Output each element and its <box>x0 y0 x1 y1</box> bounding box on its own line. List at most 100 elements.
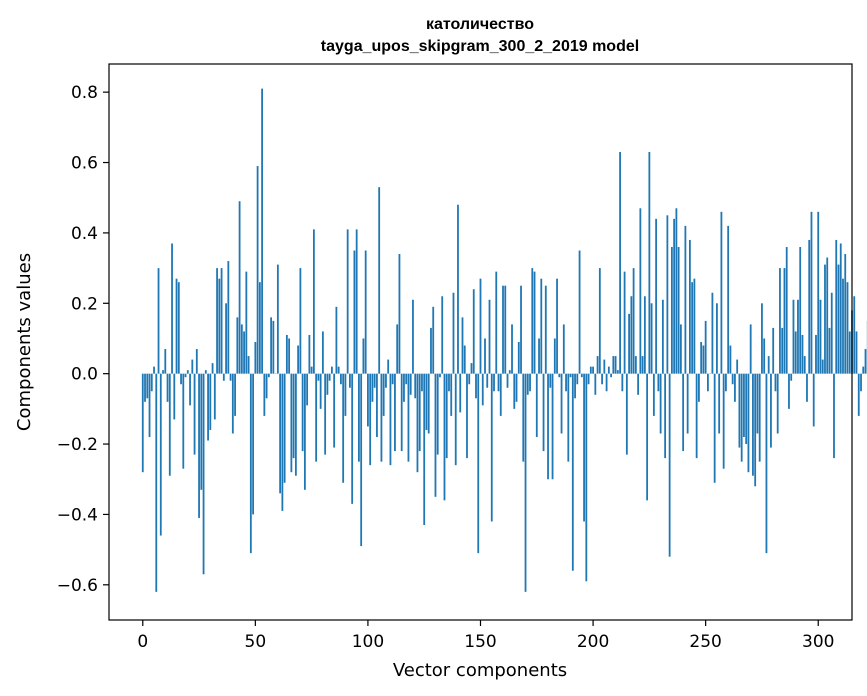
bar <box>220 268 223 374</box>
bar <box>716 303 718 374</box>
bar <box>727 225 730 374</box>
bar <box>461 317 464 374</box>
x-tick-label: 200 <box>577 632 609 652</box>
bar <box>533 271 536 374</box>
bar <box>450 373 453 416</box>
bar <box>686 373 689 434</box>
bar <box>682 373 685 452</box>
bar <box>425 373 428 430</box>
bar <box>794 331 797 374</box>
bar <box>776 373 779 434</box>
bar <box>254 342 257 374</box>
bar <box>821 359 824 374</box>
bar <box>385 373 387 388</box>
bar <box>439 373 441 378</box>
bar <box>817 211 820 374</box>
bar <box>558 373 561 378</box>
bar <box>493 373 495 392</box>
bar <box>362 338 365 374</box>
bar <box>763 338 766 374</box>
bar <box>150 373 153 392</box>
x-axis: 0 50 100 150 200 250 300 <box>137 620 834 652</box>
bar <box>141 373 144 473</box>
bar <box>666 215 669 374</box>
bar <box>785 246 788 374</box>
bar <box>806 373 808 402</box>
bar <box>448 373 450 392</box>
y-tick-label: −0.4 <box>57 505 98 525</box>
bar <box>369 373 372 466</box>
bar <box>720 211 723 374</box>
bar <box>310 366 313 374</box>
bar <box>396 324 399 374</box>
bar <box>540 278 543 374</box>
bar <box>353 250 356 374</box>
bar <box>504 285 507 374</box>
bar <box>770 373 772 448</box>
bar <box>481 373 484 406</box>
bar <box>184 373 187 378</box>
bar <box>853 296 856 374</box>
chart-subtitle: tayga_upos_skipgram_300_2_2019 model <box>321 38 639 55</box>
bar <box>700 342 703 374</box>
bar <box>328 373 331 381</box>
x-tick-label: 150 <box>464 632 496 652</box>
bar <box>416 373 419 473</box>
bar <box>738 373 741 448</box>
bar <box>391 373 394 385</box>
bar <box>484 338 486 374</box>
bar <box>781 327 784 374</box>
bar <box>824 264 826 374</box>
bar <box>294 373 297 476</box>
bar <box>610 373 612 378</box>
bar <box>148 373 151 438</box>
bar <box>616 370 619 374</box>
bar <box>499 373 502 416</box>
bar <box>222 373 225 381</box>
bar <box>779 268 781 374</box>
bar <box>803 356 806 374</box>
bar <box>195 349 198 374</box>
bar <box>412 299 414 374</box>
bar <box>562 324 565 374</box>
bar <box>621 373 624 392</box>
bar <box>430 327 432 374</box>
bar <box>743 373 745 438</box>
bar <box>713 373 716 483</box>
bar <box>797 299 799 374</box>
bar <box>707 373 709 392</box>
bar <box>688 239 691 374</box>
bar <box>495 271 498 374</box>
bar <box>475 373 477 399</box>
bar <box>421 373 423 392</box>
bar <box>544 285 547 374</box>
bar <box>526 373 529 395</box>
x-tick-label: 300 <box>802 632 834 652</box>
bar <box>249 373 252 554</box>
bar <box>767 356 770 374</box>
x-axis-label: Vector components <box>393 660 567 681</box>
bar <box>752 373 754 476</box>
bar <box>213 373 216 420</box>
bar <box>256 166 259 374</box>
bar <box>342 373 345 483</box>
bar <box>407 373 410 462</box>
bar <box>515 373 518 402</box>
bar <box>848 331 851 374</box>
bar <box>801 334 804 374</box>
bar <box>565 373 567 392</box>
bar <box>452 292 455 374</box>
bar <box>828 327 831 374</box>
bar <box>664 373 667 459</box>
bar <box>736 359 739 374</box>
bar <box>263 373 266 416</box>
bar <box>535 373 538 438</box>
bar <box>267 373 270 378</box>
bar <box>857 373 860 416</box>
bar <box>272 320 275 374</box>
bar <box>182 373 185 469</box>
bar <box>245 271 248 374</box>
bar <box>358 373 360 462</box>
bar <box>180 373 182 385</box>
bar <box>729 345 732 374</box>
